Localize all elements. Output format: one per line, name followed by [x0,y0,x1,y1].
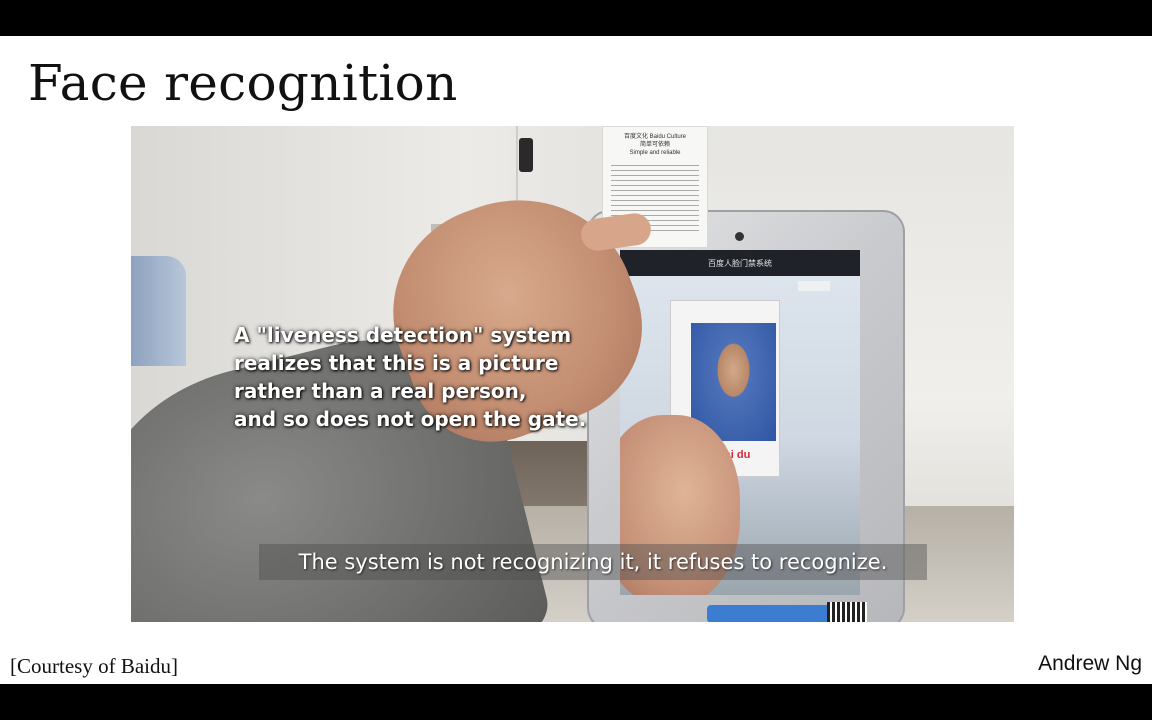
qr-code-icon [827,602,867,622]
tablet-header: 百度人脸门禁系统 [620,250,860,276]
card-subtitle-en: Simple and reliable [629,150,681,156]
slide: Face recognition 百度人脸门禁系统 🐾Bai du [0,36,1152,684]
author-name: Andrew Ng [1038,652,1142,675]
overlay-line: A "liveness detection" system [234,323,572,347]
overlay-line: realizes that this is a picture [234,351,559,375]
face-gate-tablet: 百度人脸门禁系统 🐾Bai du [587,210,905,622]
tablet-status-chip [798,281,830,291]
overlay-line: and so does not open the gate. [234,407,587,431]
card-subtitle: 简单可依赖 [639,142,670,148]
tablet-footer-banner [707,605,857,622]
ceiling-camera [519,138,533,172]
credit-text: [Courtesy of Baidu] [10,654,178,678]
slide-title: Face recognition [28,54,458,112]
background-person [131,256,186,366]
liveness-overlay-text: A "liveness detection" system realizes t… [234,321,586,433]
letterbox-bottom [0,684,1152,720]
letterbox-top [0,0,1152,36]
video-subtitle: The system is not recognizing it, it ref… [259,544,927,580]
culture-card: 百度文化 Baidu Culture 简单可依赖 Simple and reli… [602,126,708,248]
video-frame[interactable]: 百度人脸门禁系统 🐾Bai du 百度文化 Baidu Culture 简单可依… [131,126,1014,622]
reflected-hand [620,415,740,595]
face-photo [691,323,776,441]
overlay-line: rather than a real person, [234,379,527,403]
tablet-camera-icon [735,232,744,241]
tablet-screen: 百度人脸门禁系统 🐾Bai du [620,250,860,595]
card-title: 百度文化 Baidu Culture [623,134,687,140]
